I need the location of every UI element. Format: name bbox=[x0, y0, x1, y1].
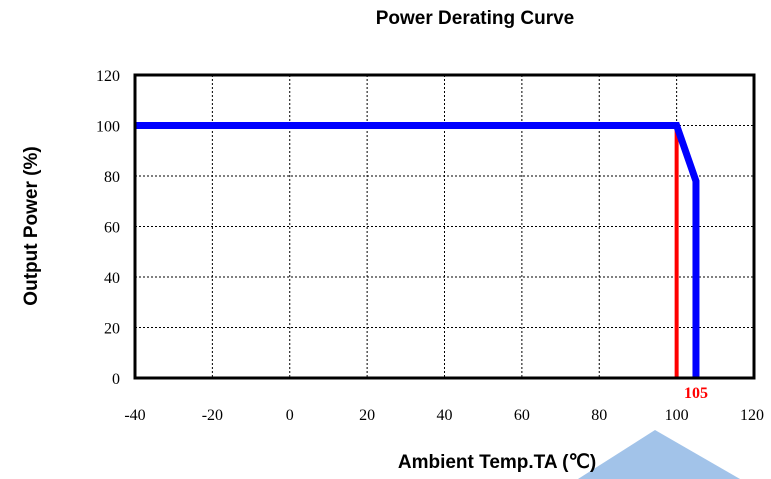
y-tick-label: 60 bbox=[104, 220, 120, 237]
chart-title: Power Derating Curve bbox=[376, 8, 575, 29]
watermark-shape bbox=[578, 430, 740, 479]
y-tick-label: 80 bbox=[104, 169, 120, 186]
x-tick-label: 40 bbox=[437, 407, 453, 424]
y-axis-label: Output Power (%) bbox=[21, 146, 42, 305]
x-tick-label: 100 bbox=[665, 407, 689, 424]
y-tick-label: 40 bbox=[104, 270, 120, 287]
annotation-label: 105 bbox=[684, 385, 708, 402]
y-tick-label: 20 bbox=[104, 321, 120, 338]
x-tick-label: 0 bbox=[286, 407, 294, 424]
grid-lines bbox=[135, 75, 754, 378]
annotations: 105 bbox=[684, 385, 708, 402]
x-tick-label: 120 bbox=[740, 407, 764, 424]
x-tick-label: -40 bbox=[124, 407, 145, 424]
x-tick-labels: -40 -20 0 20 40 60 80 100 120 bbox=[124, 407, 764, 424]
y-tick-label: 0 bbox=[112, 371, 120, 388]
x-tick-label: 80 bbox=[591, 407, 607, 424]
series-lines bbox=[135, 122, 700, 378]
plot-frame bbox=[133, 73, 756, 380]
x-tick-label: -20 bbox=[202, 407, 223, 424]
series-line bbox=[135, 122, 700, 378]
x-tick-label: 20 bbox=[359, 407, 375, 424]
y-tick-label: 120 bbox=[96, 68, 120, 85]
y-tick-label: 100 bbox=[96, 119, 120, 136]
x-tick-label: 60 bbox=[514, 407, 530, 424]
x-axis-label: Ambient Temp.TA (℃) bbox=[398, 452, 596, 473]
y-tick-labels: 0 20 40 60 80 100 120 bbox=[96, 68, 120, 388]
